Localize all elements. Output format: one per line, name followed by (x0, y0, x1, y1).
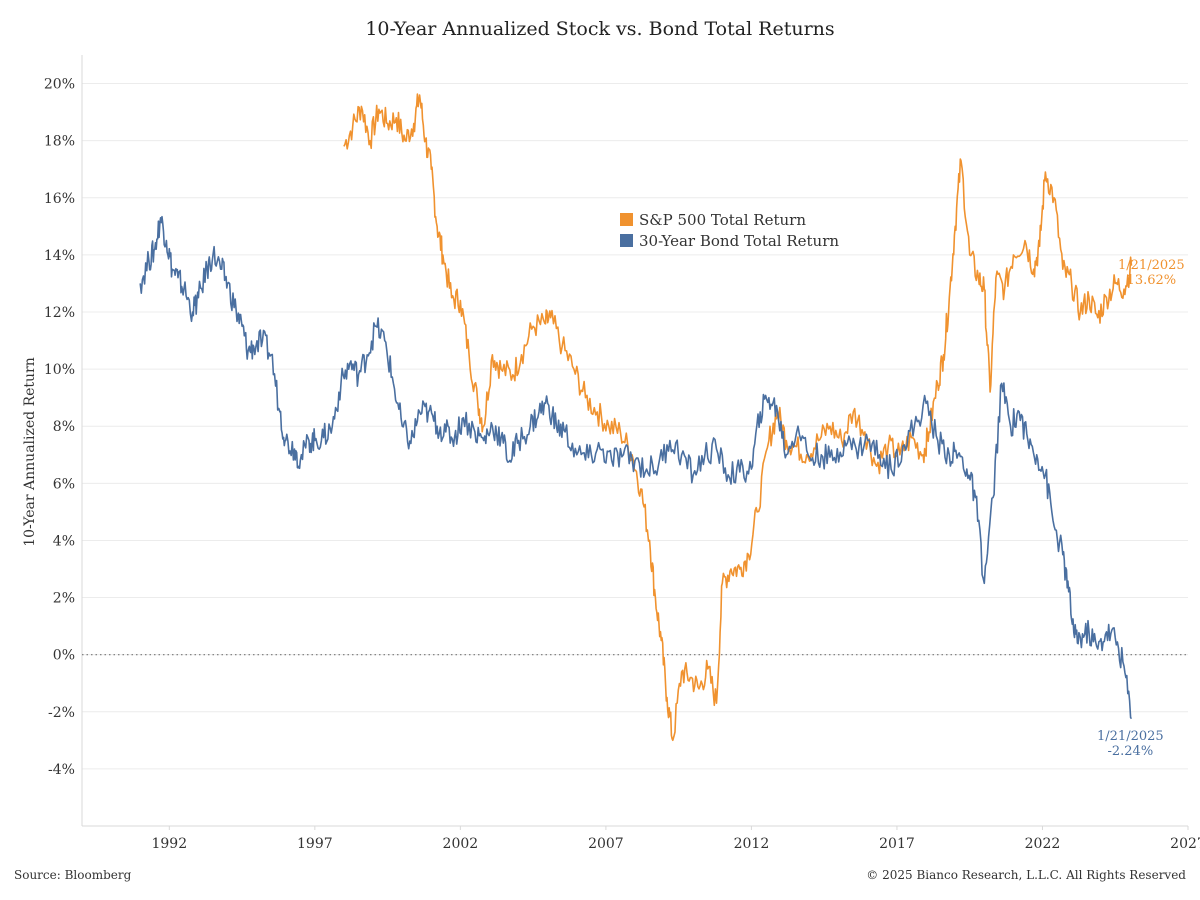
x-tick-label: 2002 (443, 836, 479, 852)
sp500-end-value: 13.62% (1126, 273, 1177, 288)
y-tick-label: -4% (48, 762, 75, 778)
series-line-sp500 (343, 93, 1133, 742)
sp500-end-date: 1/21/2025 (1118, 258, 1185, 273)
source-note: Source: Bloomberg (14, 868, 132, 882)
y-tick-label: -2% (48, 705, 75, 721)
series-line-bond (139, 215, 1133, 720)
y-tick-label: 18% (44, 134, 75, 150)
legend-label-sp500: S&P 500 Total Return (639, 210, 806, 229)
y-tick-label: 14% (44, 248, 75, 264)
y-tick-label: 0% (53, 648, 75, 664)
y-tick-label: 10% (44, 362, 75, 378)
sp500-end-label: 1/21/2025 13.62% (1118, 258, 1185, 288)
bond-end-label: 1/21/2025 -2.24% (1097, 729, 1164, 759)
bond-end-date: 1/21/2025 (1097, 729, 1164, 744)
bond-end-value: -2.24% (1107, 744, 1154, 759)
legend-swatch-sp500 (620, 213, 633, 226)
y-axis-label: 10-Year Annualized Return (22, 357, 38, 547)
x-tick-label: 1992 (151, 836, 187, 852)
y-tick-label: 12% (44, 305, 75, 321)
y-tick-label: 4% (53, 533, 75, 549)
x-tick-label: 2017 (879, 836, 915, 852)
legend-swatch-bond (620, 234, 633, 247)
y-tick-label: 20% (44, 77, 75, 93)
y-tick-label: 8% (53, 419, 75, 435)
x-tick-label: 2007 (588, 836, 624, 852)
legend: S&P 500 Total Return 30-Year Bond Total … (620, 209, 839, 251)
y-tick-label: 6% (53, 476, 75, 492)
legend-label-bond: 30-Year Bond Total Return (639, 231, 840, 250)
legend-item-bond: 30-Year Bond Total Return (620, 230, 839, 251)
y-tick-label: 2% (53, 591, 75, 607)
x-tick-label: 1997 (297, 836, 333, 852)
x-tick-label: 2012 (734, 836, 770, 852)
chart-title: 10-Year Annualized Stock vs. Bond Total … (365, 18, 835, 40)
copyright-note: © 2025 Bianco Research, L.L.C. All Right… (866, 868, 1186, 882)
y-tick-label: 16% (44, 191, 75, 207)
legend-item-sp500: S&P 500 Total Return (620, 209, 839, 230)
x-tick-label: 2027 (1170, 836, 1200, 852)
x-tick-label: 2022 (1025, 836, 1061, 852)
